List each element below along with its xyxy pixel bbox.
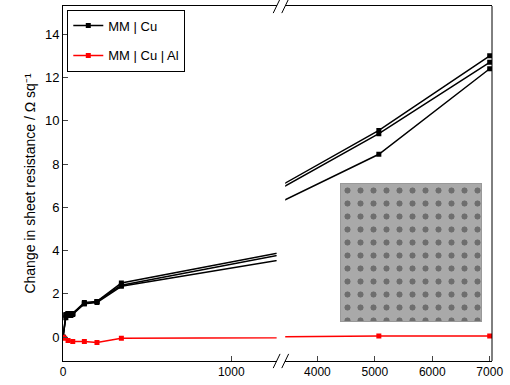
svg-text:8: 8 xyxy=(52,157,59,172)
svg-text:4: 4 xyxy=(52,243,59,258)
svg-text:2: 2 xyxy=(52,286,59,301)
svg-text:5000: 5000 xyxy=(361,365,388,379)
svg-text:6: 6 xyxy=(52,200,59,215)
svg-text:0: 0 xyxy=(52,330,59,345)
svg-text:10: 10 xyxy=(45,113,59,128)
svg-text:1000: 1000 xyxy=(218,365,245,379)
svg-text:0: 0 xyxy=(60,365,67,379)
svg-text:12: 12 xyxy=(45,70,59,85)
svg-text:Change in sheet resistance / Ω: Change in sheet resistance / Ω sq⁻¹ xyxy=(22,73,38,293)
svg-text:MM | Cu: MM | Cu xyxy=(108,19,157,34)
svg-text:4000: 4000 xyxy=(304,365,331,379)
svg-text:7000: 7000 xyxy=(476,365,503,379)
svg-text:14: 14 xyxy=(45,27,59,42)
svg-text:MM | Cu | Al: MM | Cu | Al xyxy=(108,48,178,63)
svg-text:6000: 6000 xyxy=(419,365,446,379)
